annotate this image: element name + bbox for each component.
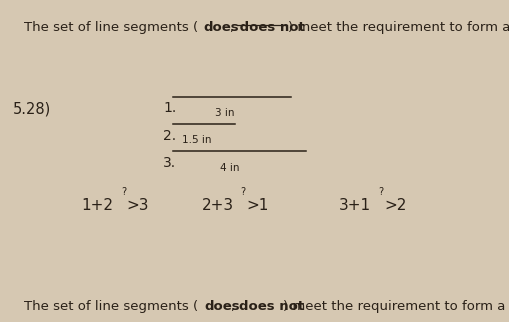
Text: does not: does not [234,21,304,34]
Text: does: does [204,300,239,313]
Text: ) meet the requirement to form a triangle.: ) meet the requirement to form a triangl… [282,300,509,313]
Text: The set of line segments (: The set of line segments ( [24,21,198,34]
Text: 3.: 3. [163,156,176,170]
Text: 1+2: 1+2 [81,198,114,213]
Text: 1.5 in: 1.5 in [181,135,211,145]
Text: 3+1: 3+1 [338,198,371,213]
Text: ?: ? [240,187,245,197]
Text: 1.: 1. [163,101,176,115]
Text: ?: ? [121,187,126,197]
Text: does not: does not [238,300,303,313]
Text: ,: , [229,21,233,34]
Text: >1: >1 [246,198,268,213]
Text: 2+3: 2+3 [201,198,233,213]
Text: ?: ? [378,187,383,197]
Text: 4 in: 4 in [219,163,239,173]
Text: 2.: 2. [163,129,176,143]
Text: 5.28): 5.28) [13,101,51,117]
Text: >2: >2 [383,198,406,213]
Text: >3: >3 [126,198,149,213]
Text: 3 in: 3 in [214,108,234,118]
Text: ,: , [230,300,238,313]
Text: The set of line segments (: The set of line segments ( [24,300,198,313]
Text: does: does [203,21,238,34]
Text: ) meet the requirement to form a triangle.: ) meet the requirement to form a triangl… [288,21,509,34]
